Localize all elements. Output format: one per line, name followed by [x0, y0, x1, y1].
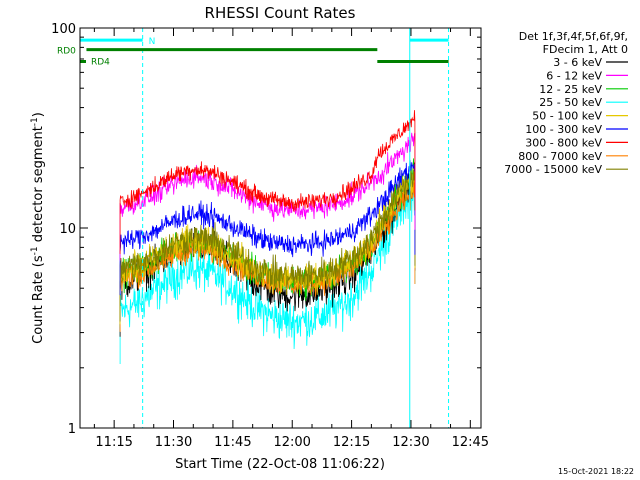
legend-header-line: FDecim 1, Att 0	[543, 43, 628, 56]
y-axis-label-close: )	[31, 112, 46, 117]
legend-entry-label: 50 - 100 keV	[532, 110, 602, 123]
series-line-4	[119, 182, 416, 364]
legend-entry-label: 3 - 6 keV	[553, 56, 602, 69]
flag-n-label: N	[149, 37, 156, 47]
legend-entry-label: 25 - 50 keV	[539, 96, 602, 109]
x-tick-label: 11:30	[155, 435, 192, 450]
x-tick-label: 12:00	[273, 435, 310, 450]
y-tick-label: 10	[59, 222, 76, 237]
x-tick-label: 11:45	[214, 435, 251, 450]
x-tick-label: 12:15	[333, 435, 370, 450]
legend-entry-label: 12 - 25 keV	[539, 83, 602, 96]
y-axis-label-sup2: -1	[30, 117, 40, 126]
series-path	[119, 159, 416, 296]
legend-entry-label: 800 - 7000 keV	[518, 150, 602, 163]
series-line-6	[119, 159, 416, 296]
y-axis-label-tail: detector segment	[31, 126, 46, 246]
legend-entry-label: 300 - 800 keV	[525, 136, 602, 149]
axes-layer: 11:15 11:30 11:45 12:00 12:15 12:30 12:45 1 10 10…	[51, 22, 489, 450]
y-axis-label-main: Count Rate (s	[31, 255, 46, 344]
x-tick-label: 12:45	[452, 435, 489, 450]
legend-entry-label: 6 - 12 keV	[546, 69, 602, 82]
legend: Det 1f,3f,4f,5f,6f,9f,FDecim 1, Att 03 -…	[504, 30, 628, 176]
x-tick-label: 12:30	[392, 435, 429, 450]
legend-entry-label: 7000 - 15000 keV	[504, 163, 602, 176]
flag-rd4-label: RD4	[91, 57, 110, 67]
series-path	[119, 110, 416, 254]
series-line-7	[119, 110, 416, 254]
y-axis-label-sup: -1	[30, 246, 40, 255]
legend-header-line: Det 1f,3f,4f,5f,6f,9f,	[519, 30, 628, 43]
series-path	[119, 168, 416, 322]
annotation-layer: N RD0 RD4	[57, 28, 450, 428]
series-line-9	[119, 168, 416, 322]
x-tick-label: 11:15	[95, 435, 132, 450]
x-axis-label: Start Time (22-Oct-08 11:06:22)	[175, 457, 385, 472]
legend-entry-label: 100 - 300 keV	[525, 123, 602, 136]
chart-title: RHESSI Count Rates	[205, 4, 356, 22]
y-axis-label: Count Rate (s-1 detector segment-1)	[30, 112, 46, 344]
footer-timestamp: 15-Oct-2021 18:22	[558, 467, 634, 476]
series-path	[119, 182, 416, 364]
plot-frame	[79, 27, 482, 429]
series-layer	[119, 110, 416, 364]
y-tick-label: 100	[51, 22, 76, 37]
y-tick-label: 1	[68, 422, 76, 437]
flag-rd0-label: RD0	[57, 47, 76, 57]
